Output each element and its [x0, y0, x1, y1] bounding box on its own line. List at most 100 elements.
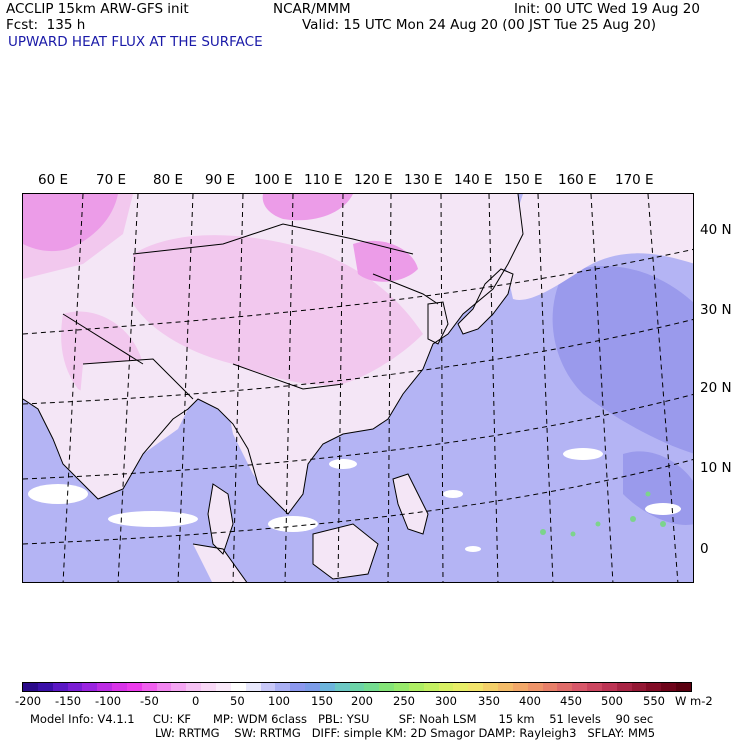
model-info-line2: LW: RRTMG SW: RRTMG DIFF: simple KM: 2D … [155, 726, 656, 740]
colorbar-tick: 450 [560, 694, 582, 708]
colorbar-swatch [334, 683, 350, 691]
colorbar-tick: 200 [351, 694, 373, 708]
lon-label: 170 E [615, 172, 654, 188]
lon-label: 120 E [354, 172, 393, 188]
white-patches [28, 448, 681, 552]
colorbar-swatch [572, 683, 588, 691]
colorbar-tick: 0 [192, 694, 200, 708]
colorbar-swatch [542, 683, 558, 691]
colorbar-swatch [126, 683, 142, 691]
heat-flux-map [22, 193, 694, 583]
colorbar-swatch [97, 683, 113, 691]
lat-label: 20 N [700, 380, 732, 396]
land-magenta-patch [262, 194, 353, 221]
lon-label: 160 E [558, 172, 597, 188]
colorbar-tick: 150 [311, 694, 333, 708]
colorbar-tick: 500 [601, 694, 623, 708]
colorbar-swatch [408, 683, 424, 691]
colorbar-swatch [646, 683, 662, 691]
colorbar-swatch [112, 683, 127, 691]
lon-label: 60 E [38, 172, 68, 188]
green-flux-dots [540, 491, 666, 537]
model-info-line1: Model Info: V4.1.1 CU: KF MP: WDM 6class… [30, 712, 654, 726]
colorbar-swatch [512, 683, 528, 691]
ocean-dark-region [552, 266, 693, 454]
colorbar-swatch [260, 683, 276, 691]
lon-label: 140 E [454, 172, 493, 188]
colorbar-swatch [23, 683, 38, 691]
colorbar-swatch [676, 683, 691, 691]
colorbar-swatch [215, 683, 231, 691]
forecast-hour: Fcst: 135 h [6, 17, 86, 33]
map-canvas [23, 194, 693, 582]
land-pink-region [133, 235, 423, 385]
colorbar-swatch [201, 683, 216, 691]
colorbar-swatch [394, 683, 409, 691]
indochina-landmass [228, 409, 308, 509]
colorbar-swatch [275, 683, 291, 691]
colorbar-swatch [616, 683, 632, 691]
lon-label: 150 E [504, 172, 543, 188]
land-magenta-patch [23, 194, 118, 252]
lon-label: 70 E [96, 172, 126, 188]
colorbar-swatch [453, 683, 469, 691]
colorbar-unit: W m-2 [675, 694, 713, 708]
colorbar-swatch [661, 683, 677, 691]
colorbar-tick: -200 [15, 694, 42, 708]
colorbar-swatch [67, 683, 83, 691]
colorbar-swatch [468, 683, 484, 691]
colorbar [22, 682, 692, 692]
lat-label: 10 N [700, 460, 732, 476]
lon-label: 100 E [254, 172, 293, 188]
lon-label: 130 E [404, 172, 443, 188]
init-time: Init: 00 UTC Wed 19 Aug 20 [514, 1, 700, 17]
colorbar-swatch [349, 683, 365, 691]
colorbar-tick: 550 [643, 694, 665, 708]
lat-label: 30 N [700, 302, 732, 318]
lat-label: 0 [700, 541, 709, 557]
colorbar-swatch [82, 683, 98, 691]
institution-label: NCAR/MMM [273, 1, 351, 17]
colorbar-swatch [587, 683, 602, 691]
colorbar-tick: 300 [435, 694, 457, 708]
colorbar-tick: 250 [393, 694, 415, 708]
colorbar-swatch [156, 683, 172, 691]
run-title: ACCLIP 15km ARW-GFS init [6, 1, 189, 17]
colorbar-swatch [37, 683, 53, 691]
colorbar-tick: -150 [55, 694, 82, 708]
colorbar-tick: 100 [268, 694, 290, 708]
colorbar-swatch [438, 683, 454, 691]
colorbar-swatch [498, 683, 513, 691]
valid-time: Valid: 15 UTC Mon 24 Aug 20 (00 JST Tue … [302, 17, 656, 33]
india-landmass [78, 359, 193, 494]
colorbar-tick: -100 [95, 694, 122, 708]
colorbar-swatch [379, 683, 395, 691]
colorbar-tick: 400 [519, 694, 541, 708]
colorbar-swatch [364, 683, 380, 691]
colorbar-swatch [557, 683, 573, 691]
colorbar-swatch [186, 683, 202, 691]
colorbar-swatch [631, 683, 647, 691]
colorbar-swatch [52, 683, 68, 691]
graticule [23, 194, 693, 582]
lat-label: 40 N [700, 222, 732, 238]
colorbar-tick: 350 [478, 694, 500, 708]
malay-peninsula [208, 484, 233, 554]
colorbar-swatch [305, 683, 320, 691]
ocean-light-patch [503, 194, 693, 300]
colorbar-swatch [527, 683, 543, 691]
lon-label: 80 E [153, 172, 183, 188]
colorbar-swatch [171, 683, 187, 691]
borneo-landmass [313, 524, 378, 579]
colorbar-swatch [141, 683, 157, 691]
colorbar-swatch [423, 683, 439, 691]
lon-label: 90 E [205, 172, 235, 188]
lon-label: 110 E [304, 172, 343, 188]
colorbar-swatch [230, 683, 246, 691]
colorbar-tick: 50 [230, 694, 245, 708]
colorbar-swatch [483, 683, 498, 691]
colorbar-swatch [245, 683, 261, 691]
philippines-landmass [393, 474, 428, 534]
colorbar-swatch [601, 683, 617, 691]
colorbar-swatch [319, 683, 335, 691]
